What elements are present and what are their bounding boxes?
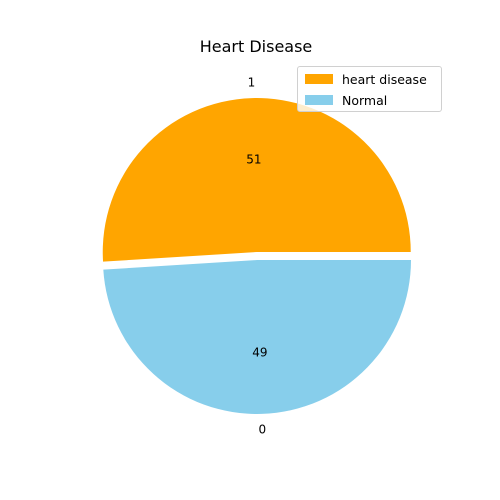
legend-swatch-heart-disease: [305, 74, 333, 84]
legend-swatch-normal: [305, 95, 333, 105]
legend-label-heart-disease: heart disease: [342, 71, 427, 87]
slice-value-1: 51: [246, 153, 261, 167]
chart-title: Heart Disease: [200, 37, 313, 56]
slice-value-0: 49: [252, 345, 267, 359]
pie-slice-1: [102, 98, 411, 262]
legend: heart disease Normal: [297, 66, 442, 112]
slice-label-0: 0: [259, 422, 267, 436]
legend-item-normal: Normal: [305, 92, 387, 108]
legend-label-normal: Normal: [342, 92, 388, 108]
pie-slice-0: [103, 260, 411, 414]
slice-label-1: 1: [248, 76, 256, 90]
legend-item-heart-disease: heart disease: [305, 71, 427, 87]
